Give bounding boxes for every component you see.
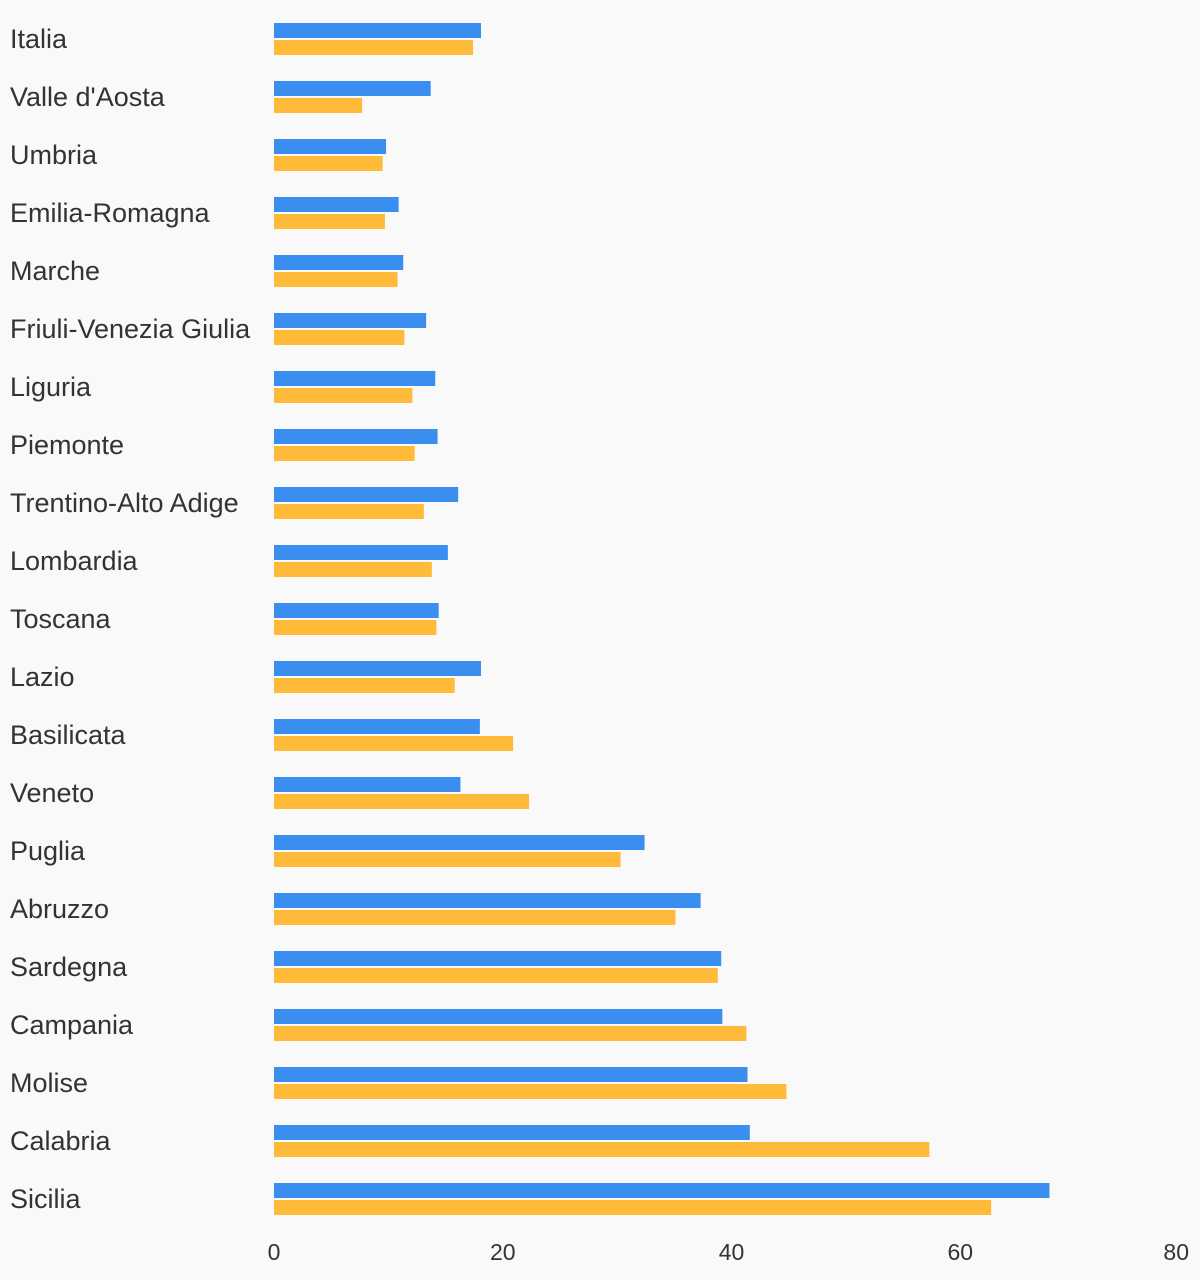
category-labels: Italia Valle d'Aosta Umbria Emilia-Romagna M… (10, 24, 251, 1214)
category-label: Lombardia (10, 546, 139, 576)
bar-series-1 (274, 197, 399, 212)
bar-series-1 (274, 487, 459, 502)
category-label: Veneto (10, 778, 94, 808)
bar-series-2 (274, 98, 363, 113)
bar-series-2 (274, 1084, 787, 1099)
category-label: Trentino-Alto Adige (10, 488, 239, 518)
category-label: Basilicata (10, 720, 127, 750)
bar-series-2 (274, 504, 424, 519)
x-tick-label: 20 (490, 1239, 516, 1265)
bar-series-1 (274, 1009, 723, 1024)
category-label: Emilia-Romagna (10, 198, 211, 228)
bar-series-1 (274, 81, 431, 96)
bar-series-1 (274, 545, 448, 560)
bar-series-2 (274, 446, 415, 461)
category-label: Calabria (10, 1126, 112, 1156)
bar-series-2 (274, 1200, 992, 1215)
bar-series-1 (274, 893, 701, 908)
x-tick-label: 40 (719, 1239, 745, 1265)
bar-series-2 (274, 968, 718, 983)
bar-series-2 (274, 272, 398, 287)
category-label: Italia (10, 24, 68, 54)
bar-series-2 (274, 214, 385, 229)
category-label: Puglia (10, 836, 86, 866)
bar-series-1 (274, 835, 645, 850)
category-label: Liguria (10, 372, 92, 402)
bar-series-2 (274, 910, 676, 925)
bar-series-2 (274, 794, 530, 809)
bar-series-1 (274, 777, 461, 792)
category-label: Toscana (10, 604, 112, 634)
bar-series-2 (274, 562, 432, 577)
bar-series-1 (274, 371, 436, 386)
bar-series-1 (274, 255, 404, 270)
bar-series-1 (274, 603, 439, 618)
bar-series-2 (274, 330, 405, 345)
bar-series-1 (274, 23, 482, 38)
category-label: Umbria (10, 140, 98, 170)
category-label: Campania (10, 1010, 134, 1040)
bar-series-1 (274, 429, 438, 444)
bar-series-2 (274, 852, 621, 867)
category-label: Marche (10, 256, 100, 286)
category-label: Sicilia (10, 1184, 82, 1214)
x-tick-label: 0 (268, 1239, 281, 1265)
bar-series-1 (274, 951, 722, 966)
category-label: Abruzzo (10, 894, 109, 924)
bar-series-1 (274, 313, 427, 328)
x-tick-label: 80 (1163, 1239, 1189, 1265)
bar-series-1 (274, 1067, 748, 1082)
x-tick-label: 60 (947, 1239, 973, 1265)
category-label: Piemonte (10, 430, 124, 460)
bar-series-2 (274, 678, 455, 693)
bar-series-1 (274, 139, 387, 154)
x-axis-ticks: 0 20 40 60 80 (268, 1239, 1189, 1265)
bar-series-2 (274, 156, 383, 171)
category-label: Valle d'Aosta (10, 82, 166, 112)
category-label: Lazio (10, 662, 75, 692)
bar-series-1 (274, 661, 482, 676)
bar-series-2 (274, 1142, 930, 1157)
bar-series-2 (274, 1026, 747, 1041)
bar-series-2 (274, 40, 474, 55)
bar-series-1 (274, 1183, 1050, 1198)
bar-series-2 (274, 620, 437, 635)
category-label: Sardegna (10, 952, 128, 982)
bar-series-1 (274, 1125, 750, 1140)
category-label: Molise (10, 1068, 88, 1098)
bar-series-1 (274, 719, 480, 734)
category-label: Friuli-Venezia Giulia (10, 314, 251, 344)
bar-series-2 (274, 388, 413, 403)
bar-series-2 (274, 736, 514, 751)
bars (274, 23, 1050, 1215)
